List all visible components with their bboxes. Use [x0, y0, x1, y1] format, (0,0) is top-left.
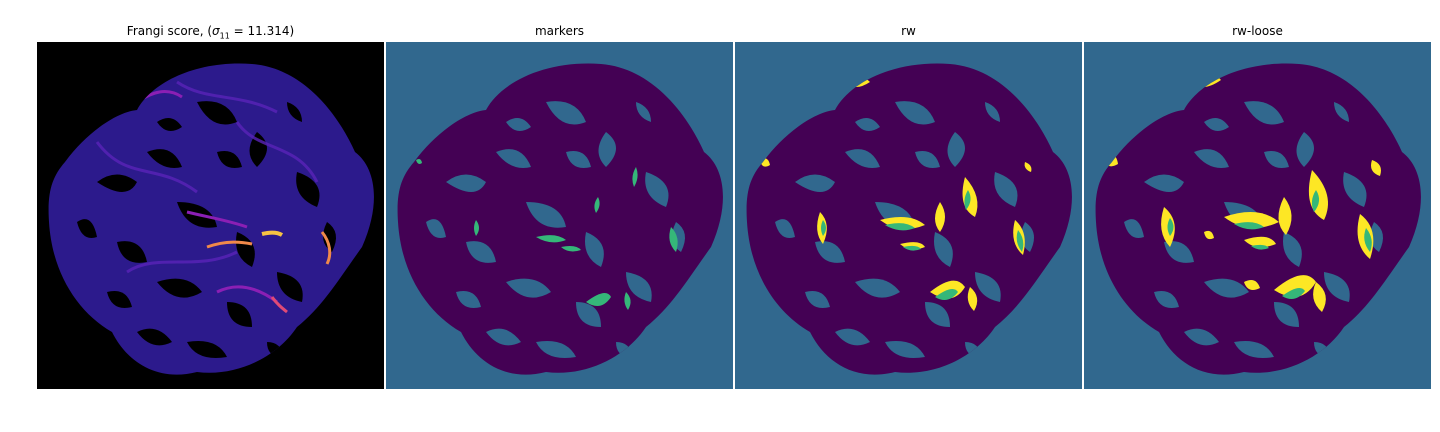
frangi-title: Frangi score, (σ11 = 11.314) — [126, 24, 295, 41]
markers-image — [386, 42, 733, 389]
markers-image-svg — [386, 42, 733, 389]
rw-image — [735, 42, 1082, 389]
rw-panel: rw — [735, 0, 1082, 432]
rw-loose-title: rw-loose — [1232, 24, 1283, 38]
frangi-panel: Frangi score, (σ11 = 11.314) — [37, 0, 384, 432]
frangi-image-svg — [37, 42, 384, 389]
frangi-image — [37, 42, 384, 389]
markers-title: markers — [534, 24, 585, 38]
rw-image-svg — [735, 42, 1082, 389]
rw-loose-image — [1084, 42, 1431, 389]
rw-loose-panel: rw-loose — [1084, 0, 1431, 432]
rw-loose-image-svg — [1084, 42, 1431, 389]
rw-title: rw — [901, 24, 916, 38]
markers-panel: markers — [386, 0, 733, 432]
